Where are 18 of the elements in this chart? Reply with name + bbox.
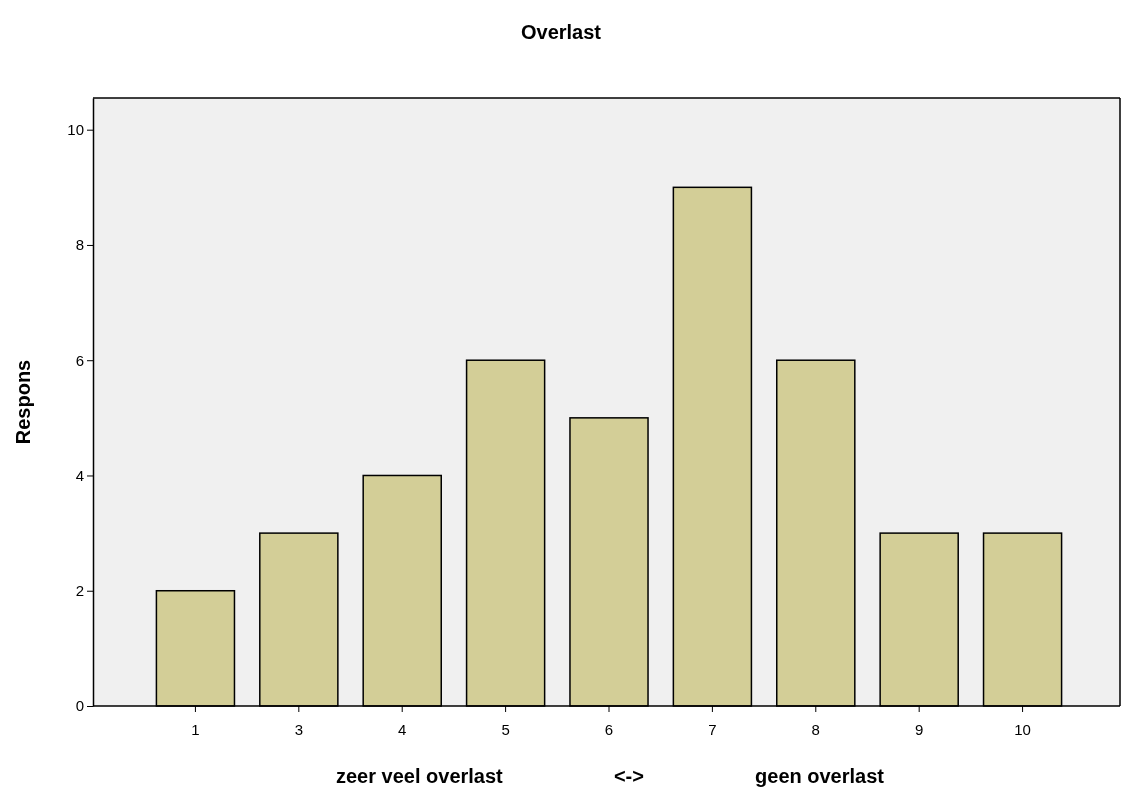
x-tick-label: 7 [708,720,717,738]
x-tick-label: 5 [501,720,510,738]
x-tick-label: 3 [294,720,303,738]
chart-title: Overlast [520,21,602,43]
x-tick-label: 9 [915,720,924,738]
y-axis-title: Respons [12,359,34,445]
x-tick-label: 10 [1014,720,1031,738]
x-tick-label: 4 [398,720,407,738]
x-tick-label: 6 [604,720,614,738]
y-tick-label: 4 [75,466,84,484]
y-tick-label: 8 [75,236,84,254]
x-axis-title: zeer veel overlast <-> geen overlast [335,765,885,787]
y-tick-label: 10 [67,121,84,138]
x-tick-label: 8 [811,720,820,738]
y-tick-label: 2 [75,582,84,600]
x-tick-label: 1 [191,720,200,738]
y-tick-label: 6 [75,351,84,369]
y-tick-label: 0 [75,697,84,715]
